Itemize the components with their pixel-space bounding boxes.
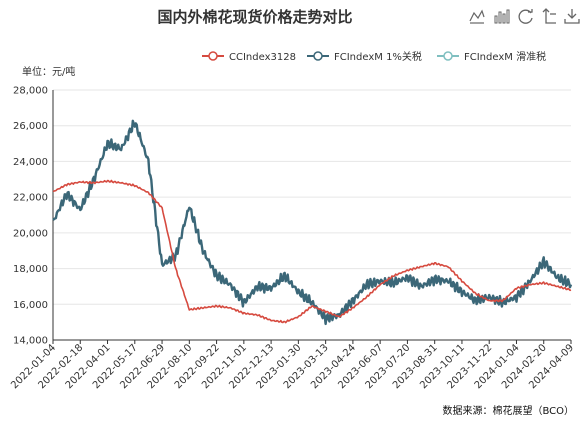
line-chart-icon[interactable] <box>469 9 485 24</box>
grid <box>53 89 571 341</box>
bar-chart-icon[interactable] <box>494 9 510 24</box>
series-line-0 <box>52 179 572 324</box>
toolbox <box>469 8 580 24</box>
y-tick-label: 22,000 <box>13 193 48 204</box>
y-tick-label: 28,000 <box>13 86 48 97</box>
y-tick-label: 14,000 <box>13 336 48 347</box>
legend-label: CCIndex3128 <box>229 52 296 63</box>
y-tick-label: 24,000 <box>13 157 48 168</box>
legend-marker <box>443 51 453 61</box>
legend-item[interactable]: FCIndexM 滑准税 <box>437 50 546 63</box>
y-tick-label: 18,000 <box>13 264 48 275</box>
legend-item[interactable]: FCIndexM 1%关税 <box>307 50 422 63</box>
chart-title: 国内外棉花现货价格走势对比 <box>157 8 352 26</box>
legend-marker <box>313 51 323 61</box>
legend-item[interactable]: CCIndex3128 <box>202 51 296 63</box>
legend-label: FCIndexM 1%关税 <box>334 50 422 63</box>
legend-label: FCIndexM 滑准税 <box>464 50 546 63</box>
y-axis: 14,000 16,000 18,000 20,000 22,000 24,000 26,0… <box>13 86 54 347</box>
restore-icon[interactable] <box>542 8 556 24</box>
data-source: 数据来源：棉花展望（BCO） <box>442 404 574 417</box>
y-tick-label: 20,000 <box>13 228 48 239</box>
x-axis: 2022-01-042022-02-182022-04-012022-05-17… <box>9 339 576 391</box>
y-tick-label: 16,000 <box>13 300 48 311</box>
legend: CCIndex3128 FCIndexM 1%关税 FCIndexM 滑准税 <box>202 50 546 63</box>
legend-marker <box>208 51 218 61</box>
refresh-icon[interactable] <box>518 9 533 24</box>
y-tick-label: 26,000 <box>13 121 48 132</box>
series-line-1 <box>52 119 573 326</box>
series-line-2 <box>52 120 572 325</box>
unit-label: 单位：元/吨 <box>22 65 75 78</box>
series <box>52 119 573 326</box>
download-icon[interactable] <box>564 9 580 24</box>
